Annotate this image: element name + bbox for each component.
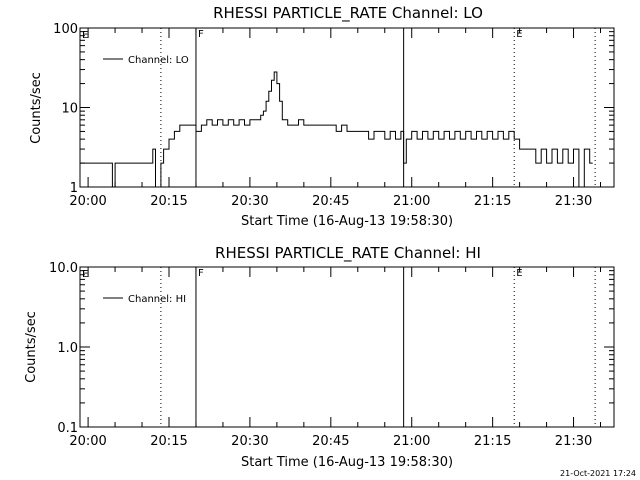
- plot-frame: [79, 27, 615, 188]
- x-tick-label: 20:30: [231, 194, 268, 209]
- x-tick-label: 21:30: [555, 194, 592, 209]
- x-axis-label: Start Time (16-Aug-13 19:58:30): [241, 214, 453, 229]
- x-tick-label: 20:15: [150, 194, 187, 209]
- chart-title: RHESSI PARTICLE_RATE Channel: LO: [213, 4, 483, 23]
- y-tick-label: 100: [53, 22, 78, 37]
- legend-label: Channel: HI: [128, 294, 186, 305]
- y-tick-label: 0.1: [57, 421, 78, 436]
- event-marker-label: F: [198, 29, 204, 40]
- legend: Channel: HI: [103, 294, 186, 305]
- y-tick-label: 10: [61, 102, 78, 117]
- x-tick-label: 20:00: [69, 194, 106, 209]
- x-tick-label: 20:45: [312, 194, 349, 209]
- y-tick-label: 1.0: [57, 341, 78, 356]
- x-axis-label: Start Time (16-Aug-13 19:58:30): [241, 455, 453, 470]
- chart-title: RHESSI PARTICLE_RATE Channel: HI: [215, 244, 481, 263]
- y-tick-label: 1: [70, 181, 78, 196]
- x-tick-label: 21:30: [555, 434, 592, 449]
- y-axis: 1 10 100: [53, 22, 614, 196]
- x-tick-label: 20:45: [312, 434, 349, 449]
- event-marker-label: E: [516, 29, 522, 40]
- panel-lo: RHESSI PARTICLE_RATE Channel: LO 110100 …: [29, 4, 615, 229]
- footer-timestamp: 21-Oct-2021 17:24: [560, 469, 636, 478]
- x-tick-label: 21:15: [474, 194, 511, 209]
- y-axis: 0.1 1.0 10.0: [49, 261, 614, 436]
- x-axis: 20:00 20:15 20:30 20:45 21:00 21:15 21:30: [69, 267, 602, 449]
- y-axis-label: Counts/sec: [24, 311, 39, 383]
- x-tick-label: 21:15: [474, 434, 511, 449]
- legend-label: Channel: LO: [128, 55, 189, 66]
- y-axis-label: Counts/sec: [29, 72, 44, 144]
- corner-label-e: E: [82, 269, 88, 280]
- series-line-channel-lo: [80, 71, 593, 188]
- event-marker-label: F: [198, 268, 204, 279]
- x-tick-label: 21:00: [393, 434, 430, 449]
- event-marker-label: E: [516, 268, 522, 279]
- panel-hi: RHESSI PARTICLE_RATE Channel: HI 0.1 1.0 1…: [24, 244, 615, 470]
- series-layer: [80, 71, 593, 188]
- legend: Channel: LO: [103, 55, 189, 66]
- y-tick-label: 10.0: [49, 261, 78, 276]
- x-tick-label: 20:30: [231, 434, 268, 449]
- x-tick-label: 20:00: [69, 434, 106, 449]
- plot-frame: [79, 266, 615, 428]
- x-tick-label: 20:15: [150, 434, 187, 449]
- x-axis: 20:00 20:15 20:30 20:45 21:00 21:15 21:30: [69, 28, 602, 209]
- corner-label-e: E: [82, 30, 88, 41]
- x-tick-label: 21:00: [393, 194, 430, 209]
